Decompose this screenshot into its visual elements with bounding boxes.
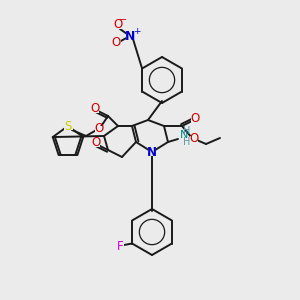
Text: O: O (189, 133, 199, 146)
Bar (92, 140, 100, 146)
Text: H: H (183, 126, 191, 136)
Text: O: O (90, 101, 100, 115)
Bar (113, 21, 122, 29)
Bar (95, 125, 103, 133)
Text: O: O (190, 112, 200, 124)
Text: S: S (64, 119, 72, 133)
Bar (112, 38, 121, 46)
Bar (116, 244, 124, 250)
Text: O: O (113, 19, 123, 32)
Bar (191, 116, 199, 122)
Bar (64, 122, 73, 130)
Text: N: N (147, 146, 157, 158)
Text: O: O (92, 136, 100, 148)
Text: N: N (125, 29, 135, 43)
Text: H: H (183, 137, 191, 147)
Bar (190, 136, 198, 142)
Text: O: O (94, 122, 103, 136)
Text: −: − (119, 15, 127, 25)
Bar (125, 32, 134, 40)
Text: F: F (117, 241, 123, 254)
Text: N: N (180, 130, 188, 140)
Text: +: + (133, 26, 141, 35)
Text: O: O (111, 35, 121, 49)
Bar (91, 106, 99, 112)
Bar (148, 148, 156, 155)
